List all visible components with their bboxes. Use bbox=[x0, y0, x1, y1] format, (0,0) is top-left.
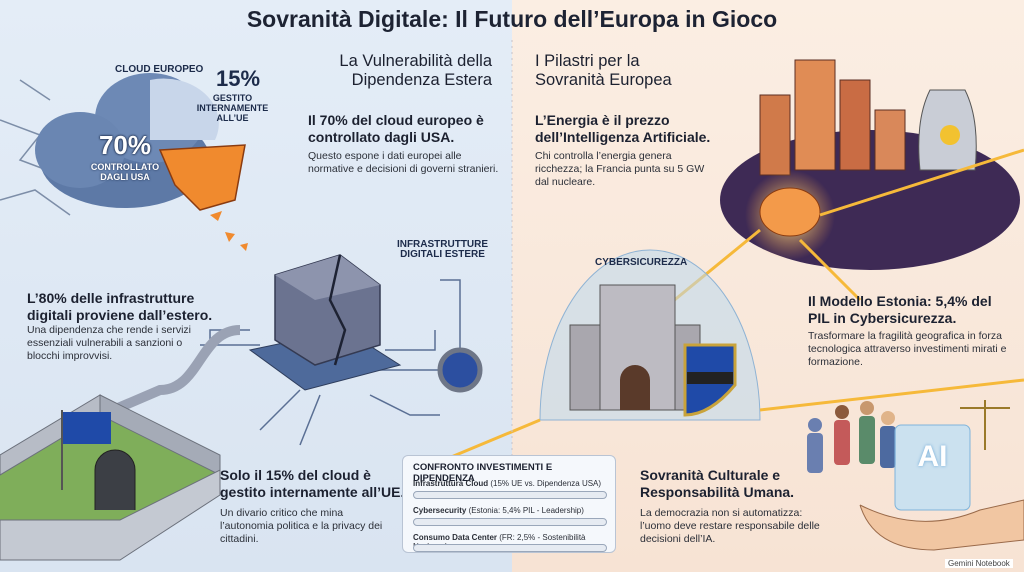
point-text: Un divario critico che mina l’autonomia … bbox=[220, 507, 383, 545]
comparison-box: CONFRONTO INVESTIMENTI E DIPENDENZA Infr… bbox=[402, 455, 616, 553]
comparison-row: Cybersecurity (Estonia: 5,4% PIL - Leade… bbox=[413, 506, 605, 515]
point-text: Una dipendenza che rende i servizi essen… bbox=[27, 324, 192, 362]
row-bar bbox=[413, 491, 607, 499]
comparison-title: CONFRONTO INVESTIMENTI E DIPENDENZA bbox=[413, 462, 553, 484]
eu-caption: GESTITO INTERNAMENTE ALL’UE bbox=[196, 93, 269, 123]
cloud-label: CLOUD EUROPEO bbox=[115, 64, 204, 75]
infrastructure-label: INFRASTRUTTURE DIGITALI ESTERE bbox=[396, 239, 489, 260]
point-title: Sovranità Culturale e Responsabilità Uma… bbox=[640, 467, 795, 500]
title: Sovranità Digitale: Il Futuro dell’Europ… bbox=[246, 6, 778, 32]
row-note: (Estonia: 5,4% PIL - Leadership) bbox=[468, 506, 584, 515]
row-bar bbox=[413, 518, 607, 526]
comparison-row: Infrastruttura Cloud (15% UE vs. Dipende… bbox=[413, 479, 605, 488]
cloud bbox=[35, 73, 248, 251]
point-title: L’Energia è il prezzo dell’Intelligenza … bbox=[535, 112, 711, 145]
vulnerability-heading: La Vulnerabilità della Dipendenza Estera bbox=[339, 52, 492, 89]
pipe bbox=[88, 325, 241, 425]
cracks bbox=[0, 79, 71, 216]
people-and-ai bbox=[807, 400, 1024, 551]
row-label: Infrastruttura Cloud bbox=[413, 479, 489, 488]
ai-label: AI bbox=[917, 440, 948, 473]
pillars-heading: I Pilastri per la Sovranità Europea bbox=[535, 52, 672, 89]
point-text: La democrazia non si automatizza: l’uomo… bbox=[640, 507, 820, 545]
row-label: Consumo Data Center bbox=[413, 533, 498, 542]
watermark: Gemini Notebook bbox=[945, 559, 1013, 568]
energy-city bbox=[649, 59, 1024, 322]
point-text: Chi controlla l’energia genera ricchezza… bbox=[535, 150, 705, 188]
row-note: (15% UE vs. Dipendenza USA) bbox=[490, 479, 602, 488]
row-label: Cybersecurity bbox=[413, 506, 467, 515]
cyber-dome bbox=[419, 249, 1024, 472]
walled-garden bbox=[0, 394, 221, 561]
point-title: L’80% delle infrastrutture digitali prov… bbox=[27, 290, 213, 323]
point-title: Il Modello Estonia: 5,4% del PIL in Cybe… bbox=[808, 293, 992, 326]
row-bar bbox=[413, 544, 607, 552]
server-block bbox=[200, 254, 483, 446]
eu-share: 15% bbox=[216, 66, 261, 91]
point-text: Trasformare la fragilità geografica in f… bbox=[808, 330, 1007, 368]
point-text: Questo espone i dati europei alle normat… bbox=[308, 150, 499, 175]
cyber-label: CYBERSICUREZZA bbox=[595, 257, 688, 268]
us-caption: CONTROLLATO DAGLI USA bbox=[90, 162, 160, 182]
point-title: Il 70% del cloud europeo è controllato d… bbox=[308, 112, 484, 145]
us-share: 70% bbox=[98, 130, 152, 160]
point-title: Solo il 15% del cloud è gestito internam… bbox=[220, 467, 405, 500]
